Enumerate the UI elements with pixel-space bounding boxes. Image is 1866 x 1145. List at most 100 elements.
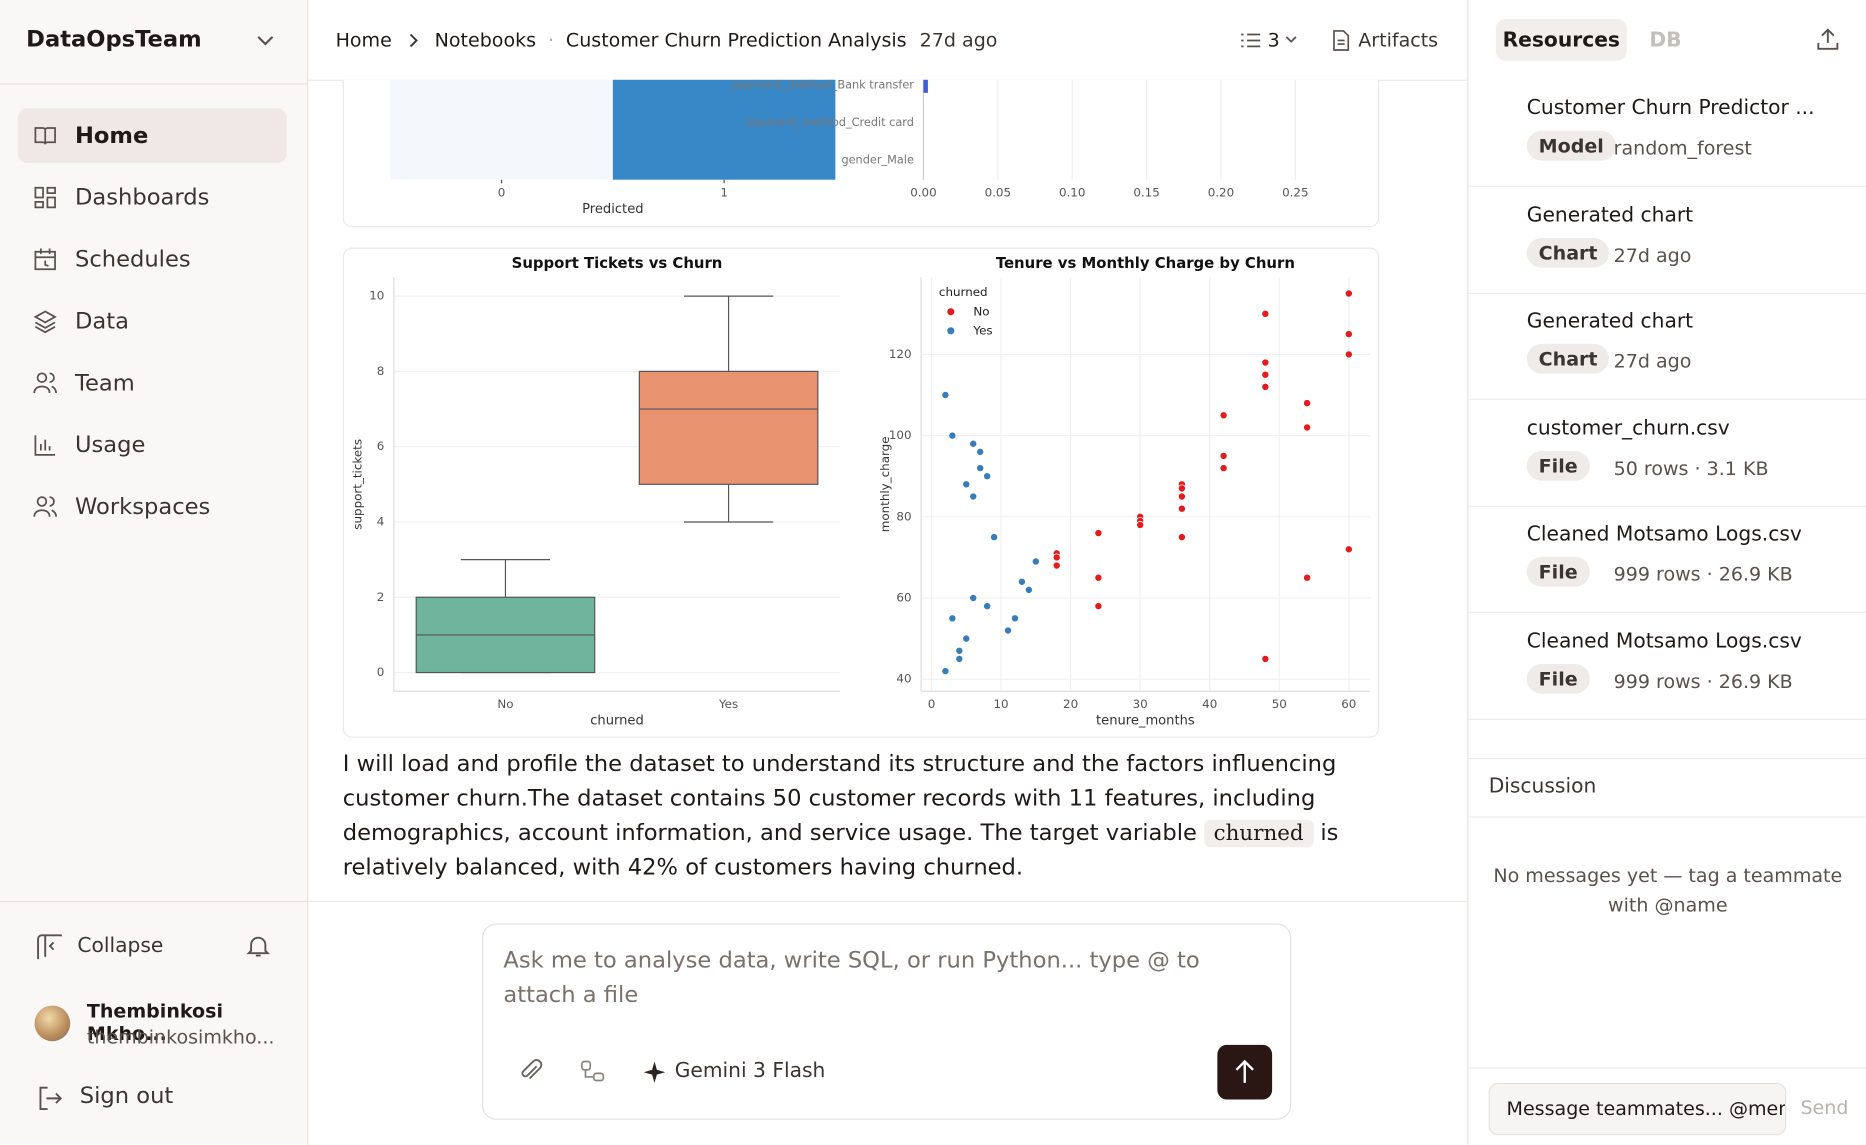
x-tick-label: 0.00 [910, 185, 936, 199]
collapse-icon[interactable] [36, 933, 62, 960]
composer[interactable]: Ask me to analyse data, write SQL, or ru… [481, 923, 1292, 1120]
workspace-name[interactable]: DataOpsTeam [26, 26, 202, 53]
artifacts-icon[interactable] [1332, 29, 1351, 51]
y-tick-label: 10 [369, 289, 384, 303]
x-tick-label: No [497, 697, 513, 711]
point [948, 614, 957, 623]
point [1344, 330, 1353, 339]
point [969, 594, 978, 602]
y-tick-label: 0 [377, 665, 385, 679]
artifacts[interactable]: Artifacts [1358, 28, 1439, 52]
attach[interactable] [516, 1058, 545, 1087]
resource-item[interactable]: Customer Churn Predictor ... Model random_… [1468, 80, 1866, 187]
discussion-send[interactable]: Send [1800, 1095, 1849, 1119]
heatmap-cell [390, 79, 613, 180]
outline-count[interactable]: 3 [1267, 28, 1280, 52]
y-axis-label: support_tickets [351, 439, 365, 530]
nav-icon [33, 310, 57, 334]
divider [1468, 1067, 1866, 1069]
nav-item[interactable]: Workspaces [18, 480, 287, 535]
outline-icon[interactable] [1240, 32, 1261, 49]
composer-placeholder[interactable]: Ask me to analyse data, write SQL, or ru… [503, 947, 1200, 1008]
nav-label[interactable]: Workspaces [74, 493, 211, 521]
point [1017, 577, 1026, 586]
sparkle[interactable] [643, 1060, 667, 1084]
resource-tag: Chart [1526, 237, 1610, 268]
x-tick-label: 40 [1202, 697, 1217, 711]
legend-marker [947, 327, 955, 335]
point [1303, 399, 1312, 408]
chevron[interactable] [255, 32, 276, 49]
chart: 0 1 Predicted 0.00 0.05 0.10 0.15 0.20 0.25 payme… [390, 79, 1309, 217]
export[interactable] [1815, 26, 1841, 52]
x-axis-label: churned [590, 714, 644, 729]
signout-icon[interactable] [36, 1084, 65, 1113]
tab[interactable]: DB [1649, 28, 1682, 53]
user-name: Thembinkosi Mkho... [86, 999, 223, 1045]
point [1303, 423, 1312, 432]
resource-meta: 27d ago [1613, 349, 1692, 373]
bell[interactable] [244, 932, 273, 961]
sign-out[interactable]: Sign out [79, 1082, 174, 1110]
point [1052, 561, 1061, 570]
breadcrumb: Customer Churn Prediction Analysis [565, 28, 907, 52]
avatar[interactable] [34, 1005, 71, 1042]
chevron[interactable] [1280, 32, 1306, 49]
point [983, 602, 992, 611]
nav-item[interactable]: Dashboards [18, 170, 287, 225]
discussion-input[interactable]: Message teammates... @men [1488, 1082, 1787, 1136]
resource-item[interactable]: Cleaned Motsamo Logs.csv File 999 rows · 2… [1468, 612, 1866, 720]
point [1004, 626, 1012, 635]
tab[interactable]: Resources [1495, 19, 1627, 61]
send-button[interactable] [1217, 1044, 1273, 1100]
point [969, 439, 978, 448]
point [1094, 573, 1103, 582]
breadcrumb[interactable]: Notebooks [434, 28, 537, 52]
tools[interactable] [578, 1058, 607, 1087]
updated: 27d ago [919, 28, 998, 52]
resource-item[interactable]: customer_churn.csv File 50 rows · 3.1 KB [1468, 399, 1866, 507]
nav-label[interactable]: Data [74, 308, 129, 335]
nav-item[interactable]: Usage [18, 418, 287, 473]
y-axis-label: monthly_charge [878, 436, 892, 532]
point [1261, 309, 1270, 318]
nav-item[interactable]: Data [18, 294, 287, 349]
resource-meta: 50 rows · 3.1 KB [1613, 456, 1769, 479]
right-panel: Resources DB Customer Churn Predictor ..… [1467, 0, 1866, 1145]
nav-item[interactable]: Team [18, 356, 287, 411]
resource-item[interactable]: Cleaned Motsamo Logs.csv File 999 rows · 2… [1468, 506, 1866, 613]
nav-label[interactable]: Usage [74, 431, 146, 459]
box [638, 370, 819, 485]
nav-label[interactable]: Home [74, 122, 149, 149]
point [990, 533, 999, 542]
nav-label[interactable]: Team [74, 370, 135, 397]
y-tick-label: payment_method_Bank transfer [732, 80, 914, 92]
legend-marker [947, 308, 955, 316]
nav-label[interactable]: Dashboards [74, 184, 210, 211]
resource-title: Cleaned Motsamo Logs.csv [1526, 522, 1802, 547]
point [1261, 370, 1270, 379]
legend-title: churned [939, 285, 988, 299]
y-tick-label: payment_method_Credit card [746, 116, 914, 129]
model[interactable]: Gemini 3 Flash [674, 1059, 826, 1083]
y-tick-label: 80 [896, 509, 911, 523]
separator: · [547, 28, 555, 52]
point [941, 391, 950, 399]
chart-title: Support Tickets vs Churn [512, 254, 723, 272]
point [1219, 464, 1228, 473]
resource-tag: File [1526, 556, 1590, 587]
nav-item[interactable]: Schedules [18, 232, 287, 287]
x-tick-label: 0.25 [1282, 185, 1308, 199]
chart-card: 0 2 4 6 8 10 No Yes Support Tickets vs Churn chur… [342, 247, 1380, 738]
resource-item[interactable]: Generated chart Chart 27d ago [1468, 293, 1866, 400]
resource-item[interactable]: Generated chart Chart 27d ago [1468, 186, 1866, 294]
collapse[interactable]: Collapse [77, 934, 164, 958]
breadcrumb[interactable]: Home [335, 28, 392, 52]
nav-label[interactable]: Schedules [74, 246, 191, 273]
nav-item[interactable]: Home [17, 108, 287, 164]
resource-tag: File [1526, 450, 1590, 481]
point [1261, 654, 1270, 663]
point [1052, 553, 1061, 562]
divider [0, 900, 308, 903]
